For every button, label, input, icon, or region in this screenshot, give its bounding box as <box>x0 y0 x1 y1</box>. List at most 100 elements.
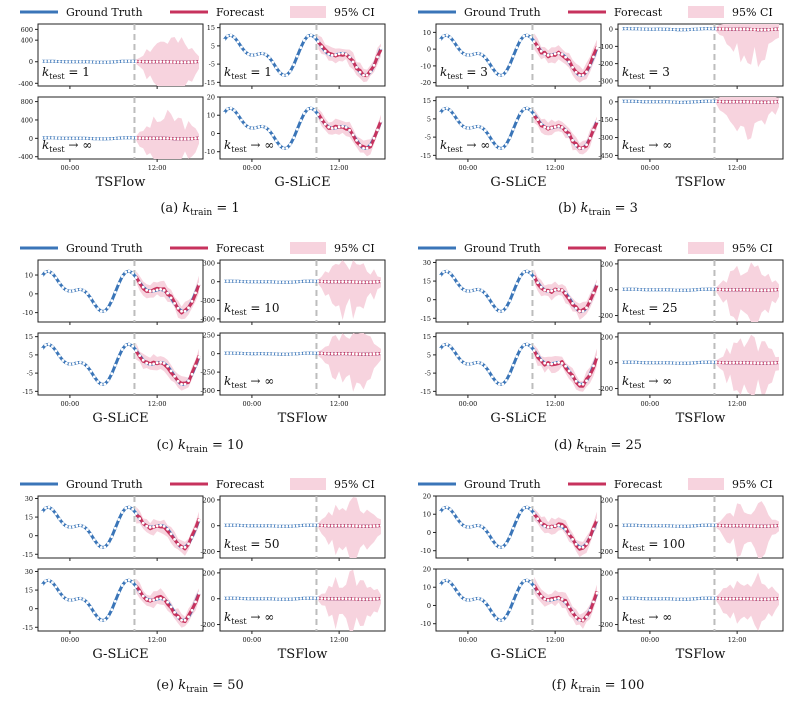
ground-truth-point <box>162 361 166 365</box>
ground-truth-point <box>504 70 508 73</box>
ground-truth-point <box>40 347 44 351</box>
ground-truth-point <box>690 361 694 365</box>
ground-truth-point <box>222 523 226 527</box>
ground-truth-point <box>148 136 152 140</box>
ground-truth-point <box>511 54 515 58</box>
legend: Ground Truth Forecast 95% CI <box>20 478 375 491</box>
ground-truth-point <box>511 363 515 367</box>
ground-truth-point <box>226 523 229 527</box>
legend-forecast-label: Forecast <box>216 242 265 255</box>
ground-truth-point <box>553 361 557 365</box>
ground-truth-point <box>176 306 180 310</box>
ground-truth-point <box>557 360 561 364</box>
ground-truth-point <box>68 598 72 602</box>
ground-truth-point <box>120 511 124 514</box>
ground-truth-point <box>117 136 121 140</box>
ground-truth-point <box>497 74 501 77</box>
ground-truth-point <box>120 59 124 63</box>
ground-truth-point <box>641 27 645 31</box>
y-tick-label: 5 <box>211 42 215 50</box>
ground-truth-point <box>501 73 505 77</box>
ground-truth-point <box>522 579 526 583</box>
ground-truth-point <box>553 524 557 528</box>
panel-frame <box>435 259 602 323</box>
ground-truth-point <box>732 288 736 292</box>
ground-truth-point <box>243 50 247 53</box>
ground-truth-point <box>44 579 47 583</box>
y-tick-label: 200 <box>601 333 613 341</box>
ground-truth-point <box>620 287 624 291</box>
ground-truth-point <box>316 113 320 116</box>
ground-truth-point <box>721 361 725 364</box>
y-tick-label: 15 <box>25 514 33 522</box>
ground-truth-point <box>103 309 107 313</box>
x-tick-label: 00:00 <box>243 164 262 172</box>
ground-truth-point <box>229 279 233 283</box>
ground-truth-point <box>148 598 152 602</box>
ground-truth-point <box>141 521 145 525</box>
ground-truth-point <box>348 597 351 601</box>
ground-truth-point <box>658 288 662 292</box>
ground-truth-point <box>78 60 82 64</box>
x-tick-label: 00:00 <box>459 636 478 644</box>
ground-truth-point <box>452 349 456 353</box>
ground-truth-point <box>271 280 275 284</box>
ground-truth-point <box>159 360 163 364</box>
ground-truth-point <box>539 49 543 53</box>
ground-truth-point <box>330 53 334 57</box>
ground-truth-point <box>753 100 756 104</box>
ground-truth-point <box>127 269 131 273</box>
ground-truth-point <box>679 100 683 104</box>
ground-truth-point <box>285 352 289 356</box>
ground-truth-point <box>686 524 690 528</box>
ground-truth-point <box>638 100 641 103</box>
ground-truth-point <box>725 27 729 31</box>
ground-truth-point <box>564 527 567 531</box>
ground-truth-point <box>247 52 250 56</box>
ground-truth-point <box>166 136 170 140</box>
ground-truth-point <box>525 342 529 346</box>
ground-truth-point <box>585 615 588 619</box>
y-tick-label: -200 <box>598 60 613 68</box>
ground-truth-point <box>358 280 362 284</box>
ground-truth-point <box>700 99 704 103</box>
ground-truth-point <box>711 523 715 527</box>
ground-truth-point <box>240 597 243 600</box>
ground-truth-point <box>550 525 554 529</box>
ground-truth-point <box>288 143 292 146</box>
panel-tsflow-row1: -200 0 200 00:00 12:00 ktest → ∞ <box>598 332 784 408</box>
ground-truth-point <box>735 27 739 31</box>
ground-truth-point <box>376 280 379 284</box>
y-tick-label: -300 <box>598 77 613 85</box>
ground-truth-point <box>490 611 494 615</box>
y-tick-label: -100 <box>598 43 613 51</box>
ground-truth-point <box>497 383 501 386</box>
ground-truth-point <box>260 352 264 356</box>
ground-truth-point <box>247 352 250 356</box>
ground-truth-point <box>334 53 338 57</box>
ground-truth-point <box>525 106 529 110</box>
ground-truth-point <box>187 137 190 141</box>
ground-truth-point <box>645 27 648 31</box>
ground-truth-point <box>372 524 376 528</box>
y-tick-label: -10 <box>205 148 215 156</box>
ground-truth-point <box>732 361 736 365</box>
ground-truth-point <box>47 269 51 273</box>
ground-truth-point <box>222 279 226 283</box>
y-tick-label: 0 <box>211 350 215 358</box>
y-tick-label: -200 <box>598 385 613 393</box>
ground-truth-point <box>490 139 494 143</box>
ground-truth-point <box>173 374 176 378</box>
ground-truth-point <box>532 113 536 116</box>
ground-truth-point <box>145 361 149 365</box>
ground-truth-point <box>466 362 470 366</box>
ground-truth-point <box>124 506 128 510</box>
ground-truth-point <box>320 352 324 355</box>
ground-truth-point <box>497 147 501 150</box>
ground-truth-point <box>774 524 777 528</box>
ground-truth-point <box>120 348 124 351</box>
ground-truth-point <box>532 512 536 515</box>
ground-truth-point <box>233 109 236 112</box>
ground-truth-point <box>54 349 58 353</box>
ground-truth-point <box>634 287 638 291</box>
